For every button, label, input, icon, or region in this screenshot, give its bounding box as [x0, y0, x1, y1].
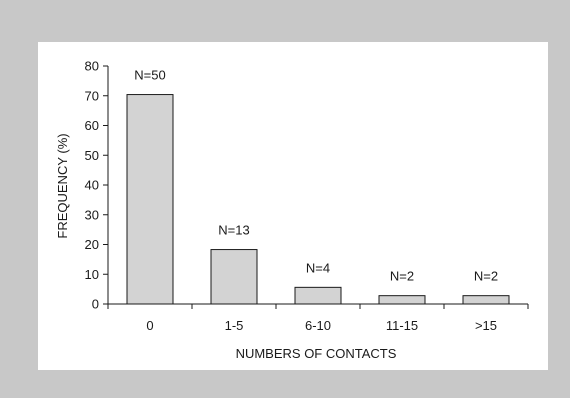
x-axis: 0 1-5 6-10 11-15 >15 — [107, 303, 529, 333]
bar-data-label: N=2 — [474, 269, 498, 284]
y-tick-label: 0 — [92, 297, 99, 312]
y-axis: 0 10 20 30 40 50 60 70 80 — [85, 59, 109, 312]
y-tick-label: 50 — [85, 148, 99, 163]
y-axis-title: FREQUENCY (%) — [55, 133, 70, 238]
bar — [462, 295, 510, 305]
y-tick-label: 30 — [85, 207, 99, 222]
y-tick-label: 70 — [85, 88, 99, 103]
data-labels: N=50 N=13 N=4 N=2 N=2 — [134, 68, 498, 284]
x-tick-label: 6-10 — [305, 318, 331, 333]
x-tick-label: 11-15 — [386, 318, 418, 333]
x-tick-label: 1-5 — [225, 318, 244, 333]
y-tick-label: 20 — [85, 237, 99, 252]
bar — [294, 286, 342, 305]
bar-data-label: N=2 — [390, 269, 414, 284]
bar — [126, 94, 174, 305]
chart-panel — [38, 42, 548, 370]
y-tick-label: 40 — [85, 178, 99, 193]
x-axis-title: NUMBERS OF CONTACTS — [236, 346, 397, 361]
bar-data-label: N=13 — [218, 223, 249, 238]
bar — [210, 249, 258, 305]
bar-data-label: N=50 — [134, 68, 165, 83]
y-tick-label: 60 — [85, 118, 99, 133]
bars — [126, 94, 510, 305]
x-tick-label: >15 — [475, 318, 497, 333]
y-tick-label: 80 — [85, 59, 99, 74]
x-tick-label: 0 — [146, 318, 153, 333]
bar — [378, 295, 426, 305]
y-tick-label: 10 — [85, 267, 99, 282]
bar-data-label: N=4 — [306, 260, 330, 275]
